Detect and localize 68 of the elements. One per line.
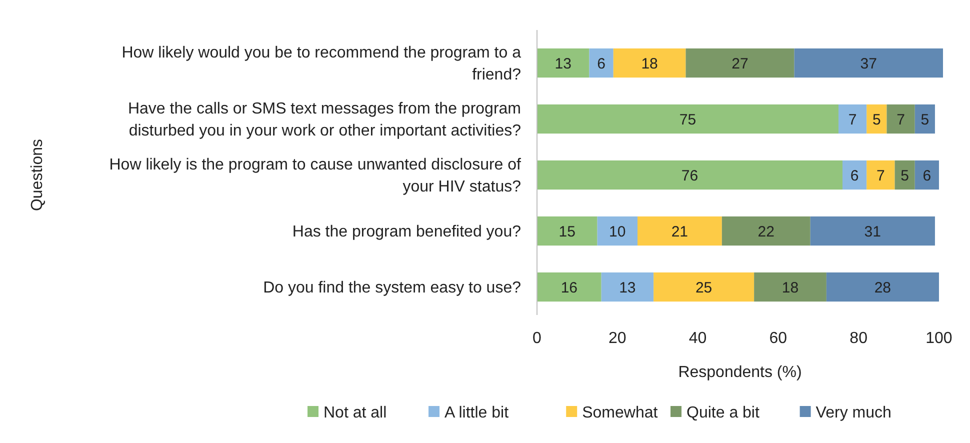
bar bbox=[601, 272, 654, 302]
data-label: 16 bbox=[560, 279, 578, 296]
data-label: 13 bbox=[554, 55, 572, 72]
legend-label: Somewhat bbox=[582, 404, 658, 422]
x-tick-label: 20 bbox=[608, 330, 626, 347]
data-label: 75 bbox=[679, 111, 696, 128]
x-tick-label: 40 bbox=[688, 330, 707, 347]
data-label: 18 bbox=[782, 279, 799, 296]
y-axis-title: Questions bbox=[29, 138, 46, 212]
data-label: 21 bbox=[671, 223, 688, 240]
y-tick-label: How likely would you be to recommend the program to a friend? bbox=[122, 44, 522, 84]
bar bbox=[597, 216, 638, 246]
data-label: 37 bbox=[860, 55, 877, 72]
bar bbox=[654, 272, 754, 302]
x-tick-label: 80 bbox=[850, 330, 868, 347]
data-label: 7 bbox=[876, 167, 885, 184]
bar bbox=[914, 104, 935, 134]
bar bbox=[637, 216, 722, 246]
data-label: 10 bbox=[609, 223, 626, 240]
x-tick-label: 100 bbox=[926, 330, 952, 347]
bar bbox=[914, 160, 939, 190]
bar bbox=[754, 272, 826, 302]
bar bbox=[537, 160, 843, 190]
data-label: 6 bbox=[922, 167, 932, 184]
data-label: 76 bbox=[681, 167, 698, 184]
data-label: 28 bbox=[874, 279, 892, 296]
x-axis-title: Respondents (%) bbox=[678, 364, 802, 381]
bar bbox=[589, 48, 614, 78]
data-label: 6 bbox=[597, 55, 606, 72]
data-label: 31 bbox=[864, 223, 881, 240]
data-label: 15 bbox=[558, 223, 576, 240]
y-tick-label: Do you find the system easy to use? bbox=[263, 280, 522, 297]
bar bbox=[537, 48, 590, 78]
bar bbox=[537, 104, 838, 134]
bar bbox=[537, 272, 602, 302]
legend-label: Very much bbox=[816, 404, 892, 422]
legend-label: Quite a bit bbox=[686, 404, 760, 422]
data-label: 7 bbox=[896, 111, 905, 128]
bar bbox=[722, 216, 810, 246]
bar bbox=[794, 48, 943, 78]
data-label: 6 bbox=[850, 167, 859, 184]
data-label: 25 bbox=[695, 279, 712, 296]
x-tick-label: 0 bbox=[532, 330, 542, 347]
data-label: 18 bbox=[641, 55, 658, 72]
data-label: 7 bbox=[848, 111, 857, 128]
y-tick-label: How likely is the program to cause unwanted disclosure of your HIV status? bbox=[109, 156, 522, 196]
x-tick-label: 60 bbox=[769, 330, 788, 347]
legend-label: Not at all bbox=[324, 404, 387, 422]
bar bbox=[894, 160, 915, 190]
data-label: 5 bbox=[920, 111, 930, 128]
bar bbox=[613, 48, 686, 78]
data-label: 27 bbox=[732, 55, 748, 72]
bar bbox=[866, 160, 895, 190]
bar bbox=[838, 104, 867, 134]
data-label: 5 bbox=[872, 111, 881, 128]
legend-label: A little bit bbox=[444, 404, 510, 422]
bar bbox=[810, 216, 935, 246]
data-label: 13 bbox=[619, 279, 636, 296]
data-label: 22 bbox=[758, 223, 774, 240]
bar bbox=[826, 272, 939, 302]
bar bbox=[537, 216, 598, 246]
y-tick-label: Has the program benefited you? bbox=[292, 224, 522, 241]
bar bbox=[686, 48, 794, 78]
bar bbox=[866, 104, 887, 134]
y-tick-label: Have the calls or SMS text messages from the program disturbed you in your work or other important activities? bbox=[128, 100, 522, 140]
bar bbox=[886, 104, 915, 134]
data-label: 5 bbox=[900, 167, 909, 184]
bar bbox=[842, 160, 867, 190]
